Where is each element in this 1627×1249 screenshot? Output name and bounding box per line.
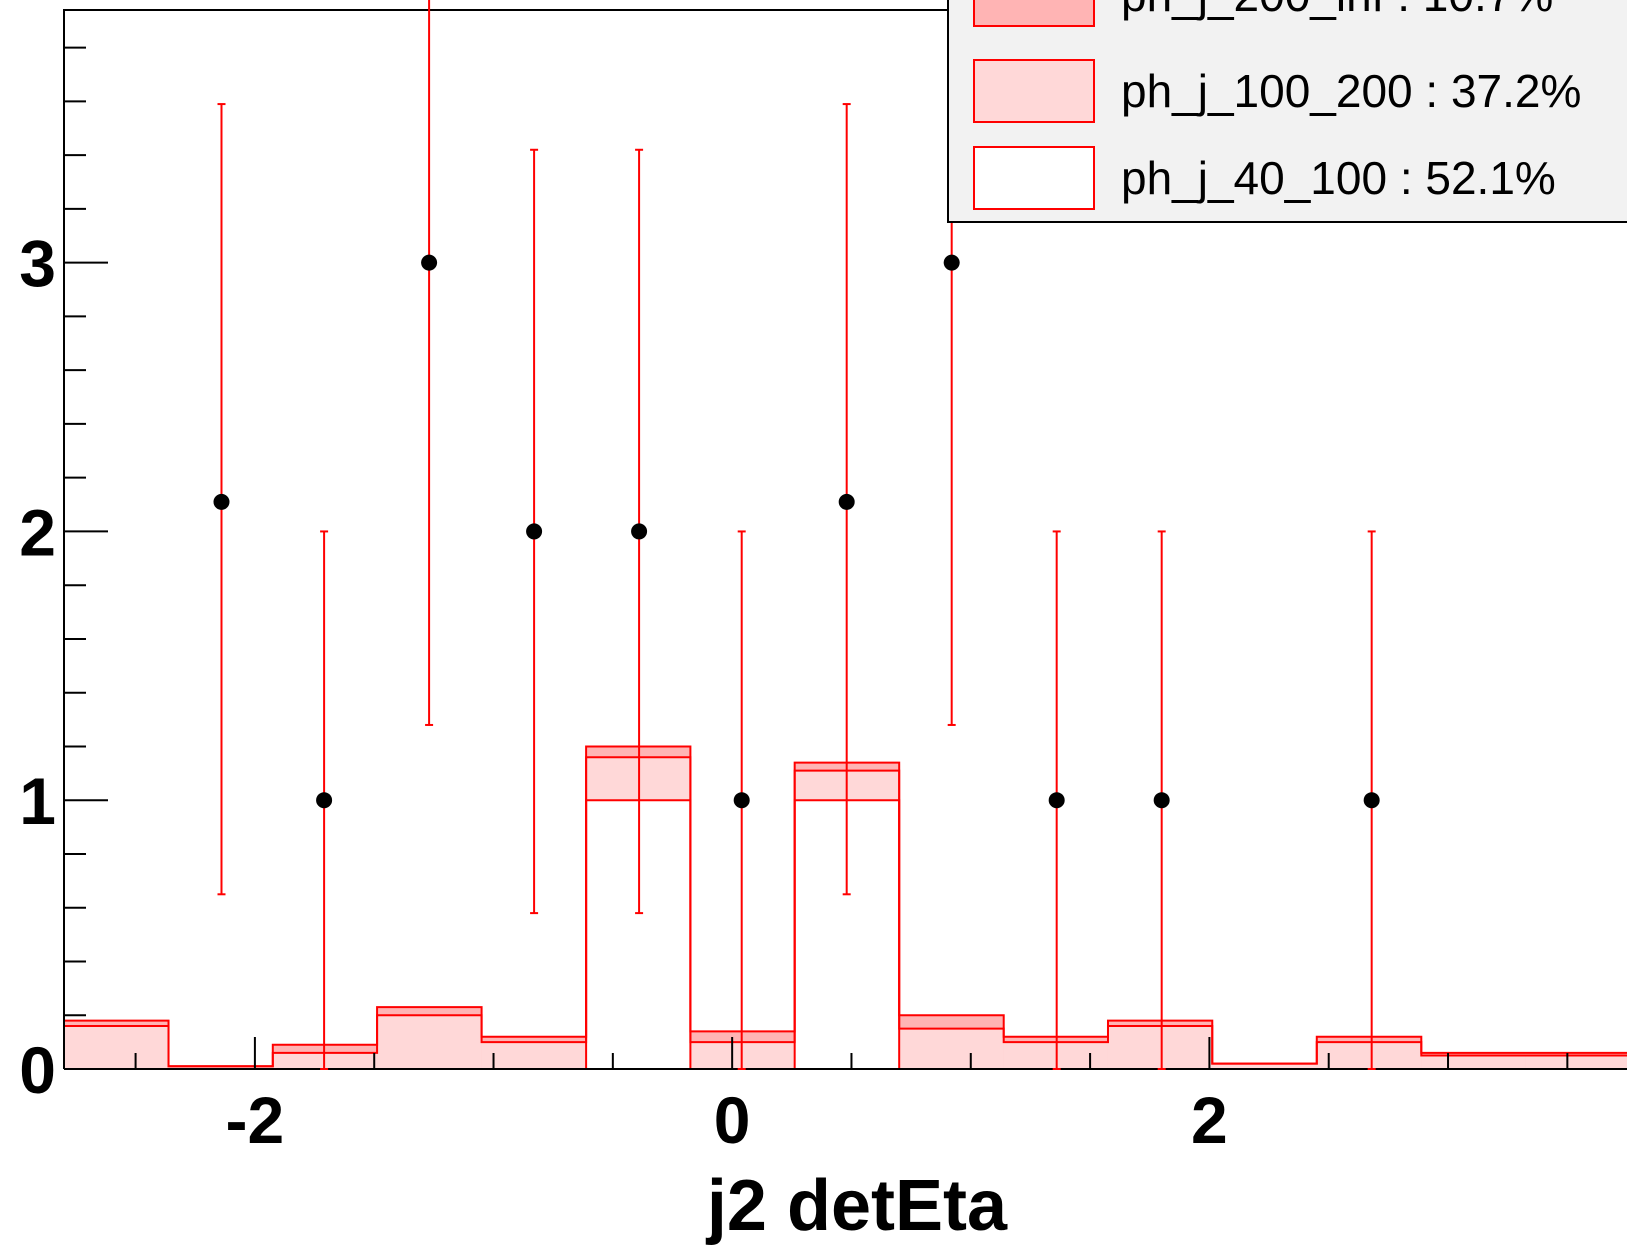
bin-fill-ph_j_100_200 [899,1028,1004,1069]
bin-fill-ph_j_100_200 [1525,1055,1627,1069]
y-tick-label: 0 [19,1033,56,1107]
legend-swatch-ph_j_40_100 [973,146,1095,210]
data-point [1153,792,1170,809]
data-point [213,493,230,510]
bin-fill-ph_j_100_200 [168,1066,273,1069]
stack-outline-ph_j_200_inf [64,745,1627,1068]
legend-label-ph_j_200_inf: ph_j_200_inf : 10.7% [1121,0,1553,21]
data-point [526,523,543,540]
axes: 0 1 2 3 -2 0 2 [19,46,1569,1157]
data-point [631,523,648,540]
bin-fill-ph_j_100_200 [64,1025,169,1069]
data-point [1048,792,1065,809]
y-tick-label: 3 [19,227,56,301]
legend-swatch-ph_j_100_200 [973,59,1095,123]
data-point [733,792,750,809]
bin-fill-ph_j_100_200 [481,1042,587,1069]
data-point [316,792,333,809]
data-point [421,254,438,271]
bin-fill-ph_j_100_200 [1107,1025,1213,1069]
y-tick-label: 2 [19,495,56,569]
bin-fill-ph_j_100_200 [1316,1042,1422,1069]
data-point [943,254,960,271]
bin-fill-ph_j_100_200 [377,1015,482,1069]
bin-fill-ph_j_100_200 [1212,1063,1317,1069]
legend: ph_j_200_inf : 10.7% ph_j_100_200 : 37.2%… [947,0,1627,223]
data-point [1363,792,1380,809]
data-points [213,0,1380,1070]
legend-label-ph_j_100_200: ph_j_100_200 : 37.2% [1121,65,1581,117]
x-tick-label: 2 [1191,1083,1228,1157]
legend-label-ph_j_40_100: ph_j_40_100 : 52.1% [1121,152,1556,204]
x-axis-title: j2 detEta [705,1166,1008,1246]
data-point [838,493,855,510]
legend-swatch-ph_j_200_inf [973,0,1095,27]
y-tick-label: 1 [19,764,56,838]
x-tick-label: 0 [714,1083,751,1157]
histogram-stack [64,745,1627,1070]
x-tick-label: -2 [226,1083,285,1157]
bin-fill-ph_j_100_200 [1421,1055,1526,1069]
